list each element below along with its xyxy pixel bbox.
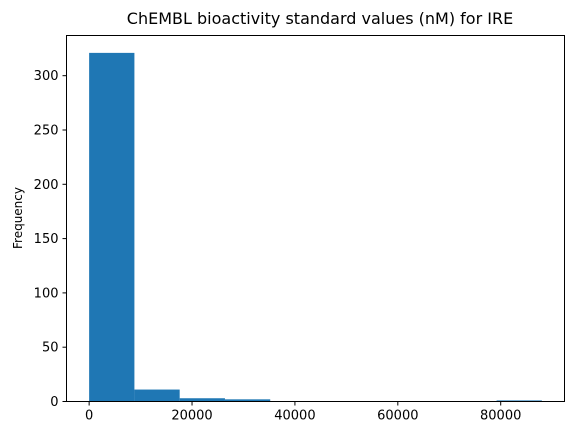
x-axis-ticks: 0 20000 40000 60000 80000 [85, 401, 521, 424]
y-tick-label: 100 [34, 286, 59, 301]
histogram-bar [496, 400, 542, 402]
x-tick-label: 40000 [274, 409, 315, 424]
y-tick-label: 300 [34, 69, 59, 84]
y-tick-label: 250 [34, 123, 59, 138]
histogram-bar [89, 52, 135, 402]
y-tick-label: 0 [50, 395, 58, 410]
y-axis-ticks: 0 50 100 150 200 250 300 [34, 69, 67, 410]
histogram-bar [224, 399, 271, 402]
histogram-bar [134, 389, 180, 402]
y-tick-label: 150 [34, 232, 59, 247]
bars-group [89, 52, 542, 402]
histogram-bar [179, 398, 225, 402]
x-tick-label: 0 [85, 409, 93, 424]
x-tick-label: 60000 [377, 409, 418, 424]
chart-title: ChEMBL bioactivity standard values (nM) … [127, 9, 513, 28]
plot-frame [66, 35, 565, 402]
y-tick-label: 200 [34, 178, 59, 193]
y-axis-title: Frequency [11, 187, 25, 249]
x-tick-label: 80000 [480, 409, 521, 424]
x-tick-label: 20000 [171, 409, 212, 424]
y-tick-label: 50 [42, 341, 59, 356]
